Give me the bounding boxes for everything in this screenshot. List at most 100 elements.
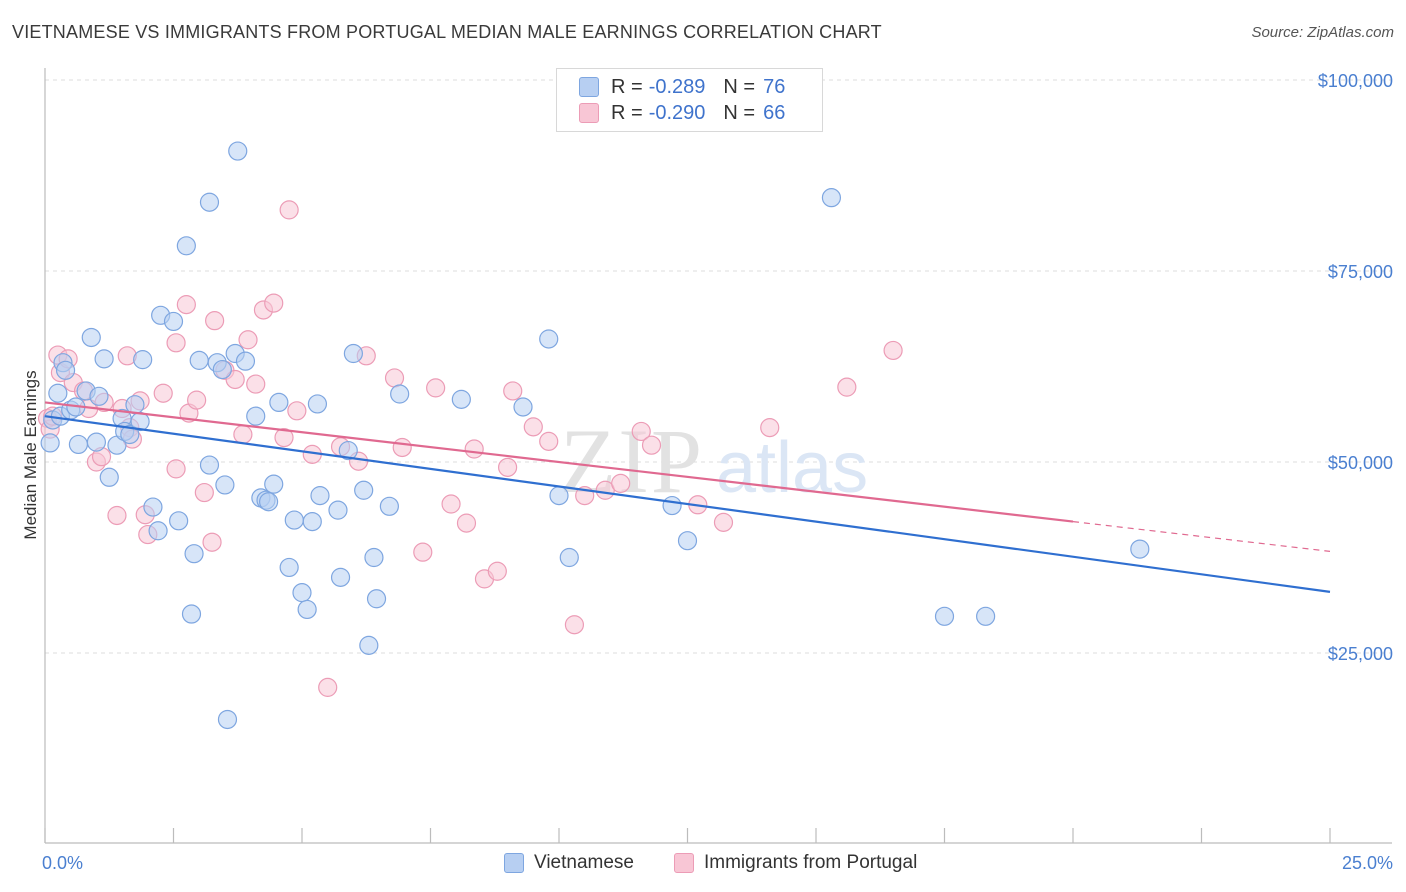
- portugal-point: [225, 369, 245, 390]
- portugal-point: [641, 435, 662, 455]
- vietnamese-point: [364, 547, 384, 568]
- vietnamese-point: [330, 567, 351, 587]
- portugal-point: [564, 615, 585, 635]
- vietnamese-point: [258, 492, 279, 512]
- portugal-point: [194, 482, 214, 503]
- n-value: 76: [763, 75, 786, 98]
- portugal-point: [426, 378, 446, 398]
- vietnamese-point: [120, 424, 140, 445]
- vietnamese-point: [68, 434, 89, 455]
- y-tick-label: $50,000: [1328, 453, 1393, 473]
- portugal-point: [384, 368, 405, 388]
- vietnamese-point: [217, 709, 238, 730]
- vietnamese-point: [297, 599, 317, 620]
- vietnamese-point: [40, 433, 60, 453]
- portugal-point: [611, 473, 631, 493]
- portugal-point: [264, 293, 284, 313]
- portugal-point: [153, 383, 173, 403]
- vietnamese-point: [279, 557, 299, 578]
- portugal-point: [107, 505, 127, 526]
- legend-item-vietnamese: Vietnamese: [504, 852, 634, 874]
- tick-labels: $25,000 $50,000 $75,000 $100,000 0.0% 25.0%: [42, 71, 1393, 873]
- vietnamese-point: [976, 606, 996, 626]
- portugal-point: [503, 381, 523, 401]
- portugal-point: [166, 333, 186, 353]
- portugal-point: [413, 542, 433, 562]
- portugal-point: [631, 421, 651, 442]
- portugal-point: [233, 424, 253, 445]
- vietnamese-point: [310, 486, 330, 506]
- vietnamese-point: [169, 511, 189, 531]
- portugal-point: [205, 311, 225, 331]
- portugal-point: [539, 431, 559, 451]
- vietnamese-point: [199, 455, 220, 475]
- vietnamese-point: [328, 500, 348, 520]
- portugal-point: [487, 561, 507, 581]
- portugal-point: [456, 513, 477, 533]
- x-tick-label-end: 25.0%: [1342, 853, 1393, 873]
- legend-row-portugal: R = -0.290 N = 66: [579, 100, 785, 126]
- legend-label-portugal: Immigrants from Portugal: [704, 852, 918, 873]
- portugal-point: [287, 401, 307, 421]
- vietnamese-point: [94, 349, 114, 369]
- stats-legend: R = -0.289 N = 76 R = -0.290 N = 66: [556, 68, 823, 132]
- vietnamese-point: [235, 351, 256, 371]
- series-legend: Vietnamese Immigrants from Portugal: [0, 852, 1406, 878]
- r-label: R =: [611, 75, 643, 98]
- portugal-point: [883, 340, 903, 361]
- axes: [44, 68, 1392, 844]
- vietnamese-point: [246, 406, 266, 426]
- x-tick-label-start: 0.0%: [42, 853, 83, 873]
- vietnamese-trendline: [44, 415, 1331, 593]
- legend-item-portugal: Immigrants from Portugal: [674, 852, 917, 874]
- portugal-trendline-extension: [1072, 520, 1331, 552]
- vietnamese-point: [343, 343, 363, 364]
- n-label: N =: [723, 101, 756, 124]
- vietnamese-point: [1130, 539, 1150, 559]
- portugal-point: [246, 374, 266, 394]
- vietnamese-point: [55, 360, 76, 380]
- vietnamese-point: [284, 510, 304, 530]
- vietnamese-points: [40, 141, 1150, 730]
- vietnamese-point: [379, 496, 399, 516]
- vietnamese-legend-swatch: [504, 853, 524, 873]
- vietnamese-point: [143, 497, 163, 517]
- vietnamese-point: [354, 480, 374, 500]
- vietnamese-point: [148, 521, 168, 541]
- vietnamese-point: [81, 327, 101, 348]
- vietnamese-point: [359, 635, 379, 655]
- portugal-legend-swatch: [674, 853, 694, 873]
- portugal-point: [318, 677, 338, 697]
- vietnamese-point: [307, 394, 328, 414]
- portugal-point: [274, 427, 294, 448]
- watermark: ZIP atlas: [560, 410, 868, 512]
- portugal-point: [441, 494, 461, 514]
- vietnamese-point: [366, 589, 387, 609]
- vietnamese-point: [133, 350, 153, 370]
- n-value: 66: [763, 101, 786, 124]
- vietnamese-point: [451, 389, 471, 409]
- portugal-point: [713, 512, 734, 532]
- vietnamese-point: [559, 547, 579, 568]
- legend-row-vietnamese: R = -0.289 N = 76: [579, 74, 785, 100]
- portugal-point: [176, 295, 196, 315]
- portugal-point: [837, 377, 857, 397]
- vietnamese-point: [184, 544, 204, 564]
- vietnamese-point: [264, 474, 284, 494]
- r-label: R =: [611, 101, 643, 124]
- vietnamese-point: [269, 392, 289, 413]
- source-label: Source: ZipAtlas.com: [1251, 24, 1394, 41]
- vietnamese-point: [86, 432, 107, 452]
- portugal-swatch: [579, 103, 599, 123]
- vietnamese-point: [212, 359, 232, 380]
- portugal-point: [392, 437, 412, 458]
- vietnamese-point: [934, 606, 955, 626]
- vietnamese-point: [181, 604, 202, 624]
- vietnamese-point: [163, 311, 184, 332]
- portugal-point: [166, 459, 186, 479]
- y-tick-label: $25,000: [1328, 644, 1393, 664]
- portugal-trendline: [44, 401, 1074, 523]
- y-axis-label: Median Male Earnings: [21, 370, 40, 539]
- portugal-point: [464, 439, 484, 459]
- vietnamese-point: [821, 188, 842, 208]
